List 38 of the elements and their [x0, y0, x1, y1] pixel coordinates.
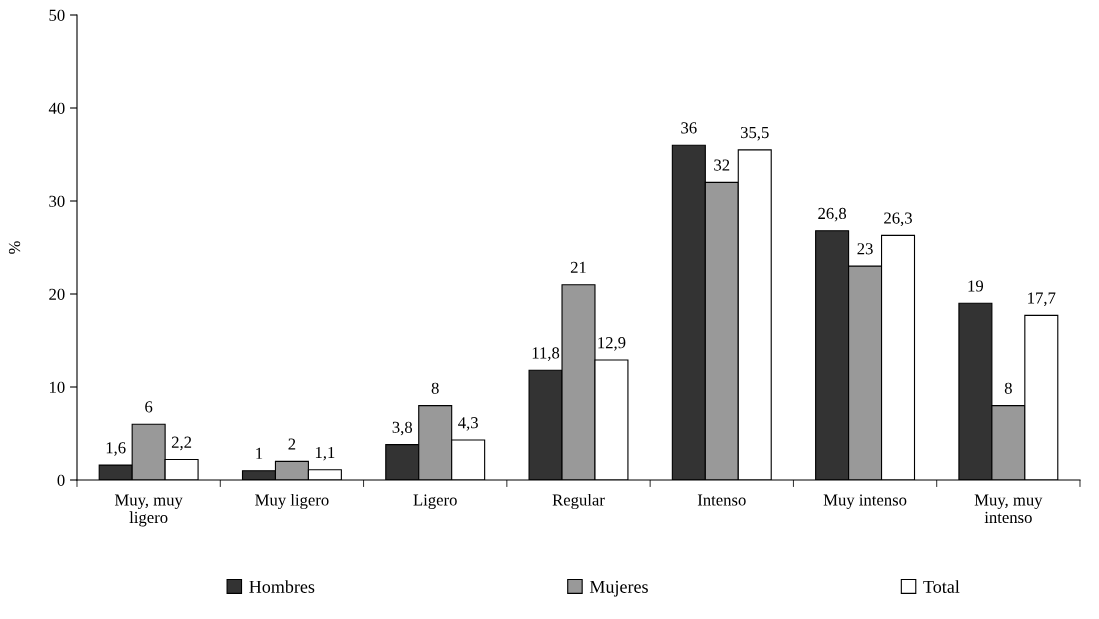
y-tick-label: 20 [49, 288, 65, 300]
data-label: 17,7 [1028, 292, 1056, 307]
data-label: 21 [570, 261, 586, 273]
x-tick-label: Ligero [413, 494, 457, 509]
data-label: 1,6 [106, 442, 126, 456]
x-tick-label: Muy intenso [823, 494, 907, 509]
y-tick-label: 40 [48, 102, 65, 114]
x-tick-label: Regular [552, 493, 605, 510]
y-tick-label: 10 [49, 381, 65, 393]
data-label: 19 [968, 280, 984, 292]
y-tick-label: 30 [49, 195, 65, 207]
data-label: 2,2 [171, 436, 192, 451]
data-label: 8 [1004, 382, 1012, 394]
data-label: 1,1 [315, 446, 335, 461]
data-label: 23 [857, 243, 873, 255]
x-tick-label: Muy ligero [255, 493, 329, 510]
legend-label: Mujeres [589, 580, 648, 597]
data-label: 8 [431, 382, 439, 394]
y-tick-label: 0 [57, 474, 65, 486]
data-label: 2 [288, 438, 296, 450]
data-label: 35,5 [740, 126, 769, 141]
data-label: 6 [145, 401, 153, 413]
x-tick-label: Muy, muy ligero [114, 494, 183, 527]
data-label: 1 [256, 447, 263, 459]
data-label: 36 [681, 122, 697, 134]
data-label: 3,8 [392, 421, 413, 436]
y-axis-title: % [8, 241, 21, 254]
data-label: 4,3 [458, 417, 478, 431]
data-label: 26,8 [818, 207, 847, 222]
x-tick-label: Muy, muy intenso [974, 494, 1043, 524]
legend-label: Hombres [249, 580, 315, 593]
data-label: 12,9 [598, 337, 626, 351]
legend-label: Total [923, 580, 960, 593]
y-tick-label: 50 [49, 9, 65, 21]
data-label: 11,8 [532, 347, 560, 361]
data-label: 26,3 [884, 212, 912, 227]
x-tick-label: Intenso [697, 494, 746, 506]
data-label: 32 [714, 159, 730, 171]
